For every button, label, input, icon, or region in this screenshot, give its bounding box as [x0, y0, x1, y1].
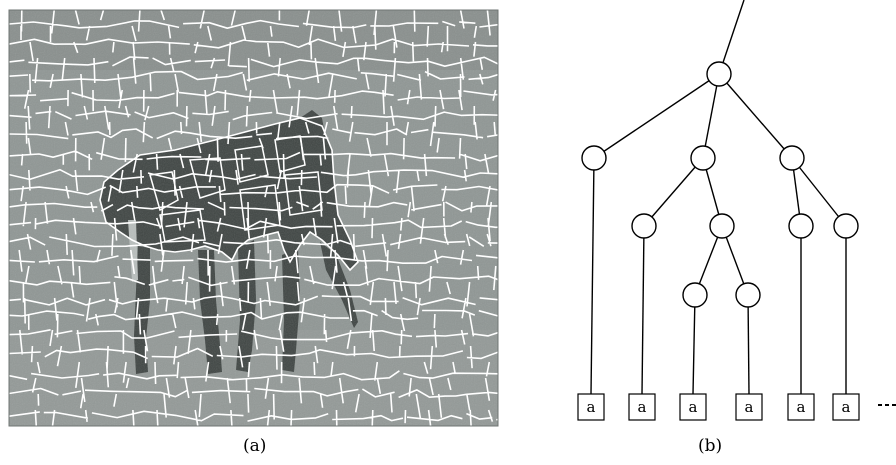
tree-node [709, 213, 735, 239]
tree-node [706, 61, 732, 87]
tree-node [833, 213, 859, 239]
leaf-label: a [689, 398, 698, 416]
tree-edge [593, 73, 720, 159]
tree-edge [590, 157, 595, 395]
tree-node [735, 282, 761, 308]
tree-edge [718, 73, 793, 159]
tree-edge [692, 294, 696, 395]
root-stem-edge [722, 0, 745, 63]
tree-node [788, 213, 814, 239]
leaf-box [735, 393, 763, 421]
tree-node [631, 213, 657, 239]
caption-b: (b) [698, 436, 723, 456]
leaf-label: a [842, 398, 851, 416]
leaf-label: a [797, 398, 806, 416]
leaf-label: a [638, 398, 647, 416]
tree-edge [641, 225, 645, 395]
leaf-label: a [587, 398, 596, 416]
tree-nodes [581, 61, 859, 308]
leaf-box [577, 393, 605, 421]
boundary-mesh [9, 10, 498, 426]
segment-boundaries [9, 10, 498, 426]
tree-node [682, 282, 708, 308]
tree-node [779, 145, 805, 171]
tree-node [581, 145, 607, 171]
leaf-label: a [745, 398, 754, 416]
leaf-box [679, 393, 707, 421]
tree-edge [747, 294, 750, 395]
leaf-box [787, 393, 815, 421]
tree-edge [791, 157, 847, 227]
tree-edges [590, 0, 847, 395]
leaf-box [628, 393, 656, 421]
tree-edge [643, 157, 704, 227]
leaf-box [832, 393, 860, 421]
caption-a: (a) [243, 436, 267, 456]
animal-boundary [99, 117, 359, 272]
tree-node [690, 145, 716, 171]
tree-edge [702, 73, 720, 159]
